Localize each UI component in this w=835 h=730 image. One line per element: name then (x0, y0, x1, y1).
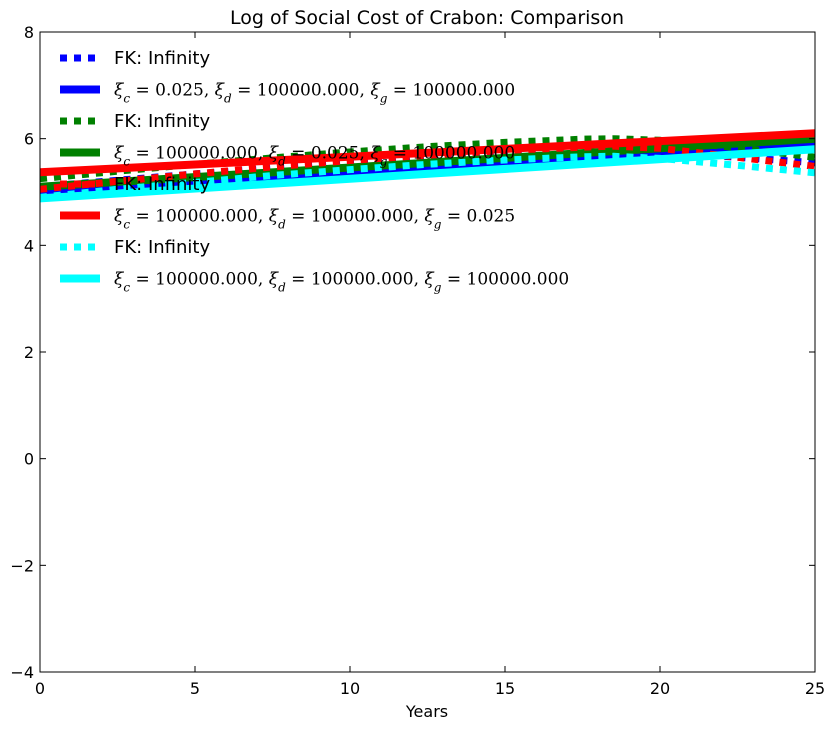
legend-label-6: ξc = 100000.000, ξd = 100000.000, ξg = 0… (114, 207, 515, 232)
x-tick-label-4: 20 (650, 679, 670, 698)
x-tick-label-5: 25 (805, 679, 825, 698)
y-tick-label-0: −4 (10, 663, 34, 682)
series-line-5-dotted (39, 142, 816, 193)
legend-label-3: FK: Infinity (114, 111, 210, 132)
legend-label-8: ξc = 100000.000, ξd = 100000.000, ξg = 1… (114, 270, 569, 295)
x-tick-label-2: 10 (340, 679, 360, 698)
legend-label-1: FK: Infinity (114, 48, 210, 69)
y-tick-label-1: −2 (10, 556, 34, 575)
legend: FK: Infinity ξc = 0.025, ξd = 100000.000,… (60, 48, 569, 295)
x-tick-label-1: 5 (190, 679, 200, 698)
x-tick-label-0: 0 (35, 679, 45, 698)
legend-label-5: FK: Infinity (114, 174, 210, 195)
series-layer (39, 129, 816, 203)
x-tick-label-3: 15 (495, 679, 515, 698)
y-tick-label-4: 4 (24, 236, 34, 255)
y-tick-label-3: 2 (24, 343, 34, 362)
series-line-6-solid (39, 129, 816, 177)
y-tick-label-5: 6 (24, 130, 34, 149)
series-line-8-solid (39, 145, 816, 203)
y-tick-label-6: 8 (24, 23, 34, 42)
legend-label-7: FK: Infinity (114, 237, 210, 258)
legend-label-4: ξc = 100000.000, ξd = 0.025, ξg = 100000… (114, 144, 515, 169)
ticks-layer: 0 5 10 15 20 25 −4 −2 0 2 4 6 8 (10, 23, 825, 698)
legend-label-2: ξc = 0.025, ξd = 100000.000, ξg = 100000… (114, 81, 515, 106)
y-tick-label-2: 0 (24, 450, 34, 469)
chart-title: Log of Social Cost of Crabon: Comparison (230, 7, 624, 29)
x-axis-label: Years (405, 702, 448, 721)
